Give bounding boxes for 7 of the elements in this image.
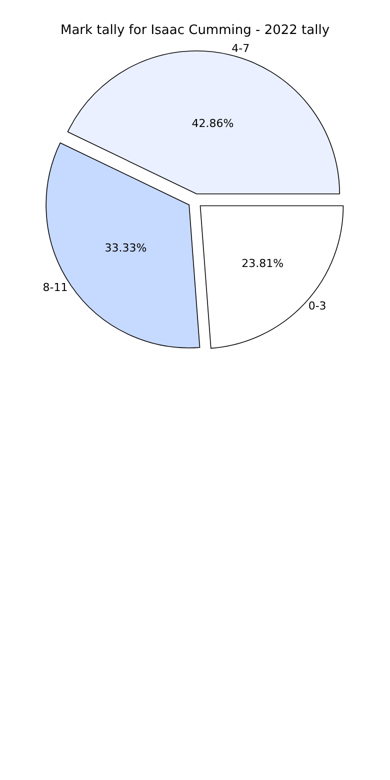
slice-label: 0-3 [308, 299, 326, 312]
chart-title: Mark tally for Isaac Cumming - 2022 tally [60, 23, 330, 38]
data-label: 23.81% [242, 257, 284, 270]
data-label: 42.86% [192, 116, 234, 130]
slice-label: 8-11 [42, 281, 68, 294]
data-label: 33.33% [104, 242, 147, 255]
slice-label: 4-7 [232, 42, 250, 55]
